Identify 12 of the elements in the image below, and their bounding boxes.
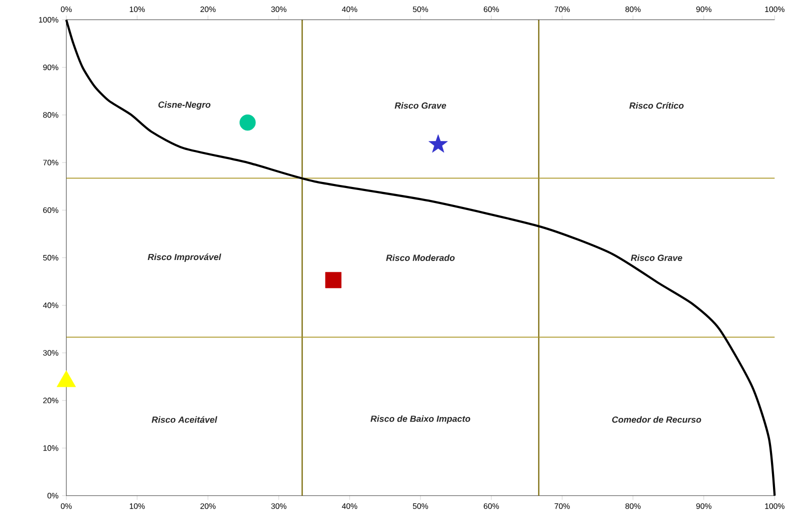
annotation: Cisne-Negro xyxy=(158,101,210,110)
annotation: Comedor de Recurso xyxy=(612,416,702,423)
annotation: Risco Grave xyxy=(394,102,446,108)
point xyxy=(56,370,76,387)
annotation: Risco Moderado xyxy=(386,254,455,261)
point xyxy=(428,134,448,152)
annotation: Risco Improvável xyxy=(148,253,222,262)
annotation: Risco Grave xyxy=(630,254,682,261)
annotation: Risco de Baixo Impacto xyxy=(370,415,470,424)
annotation: Risco Aceitável xyxy=(152,416,218,423)
point xyxy=(240,114,256,130)
annotation: Risco Crítico xyxy=(629,102,684,109)
